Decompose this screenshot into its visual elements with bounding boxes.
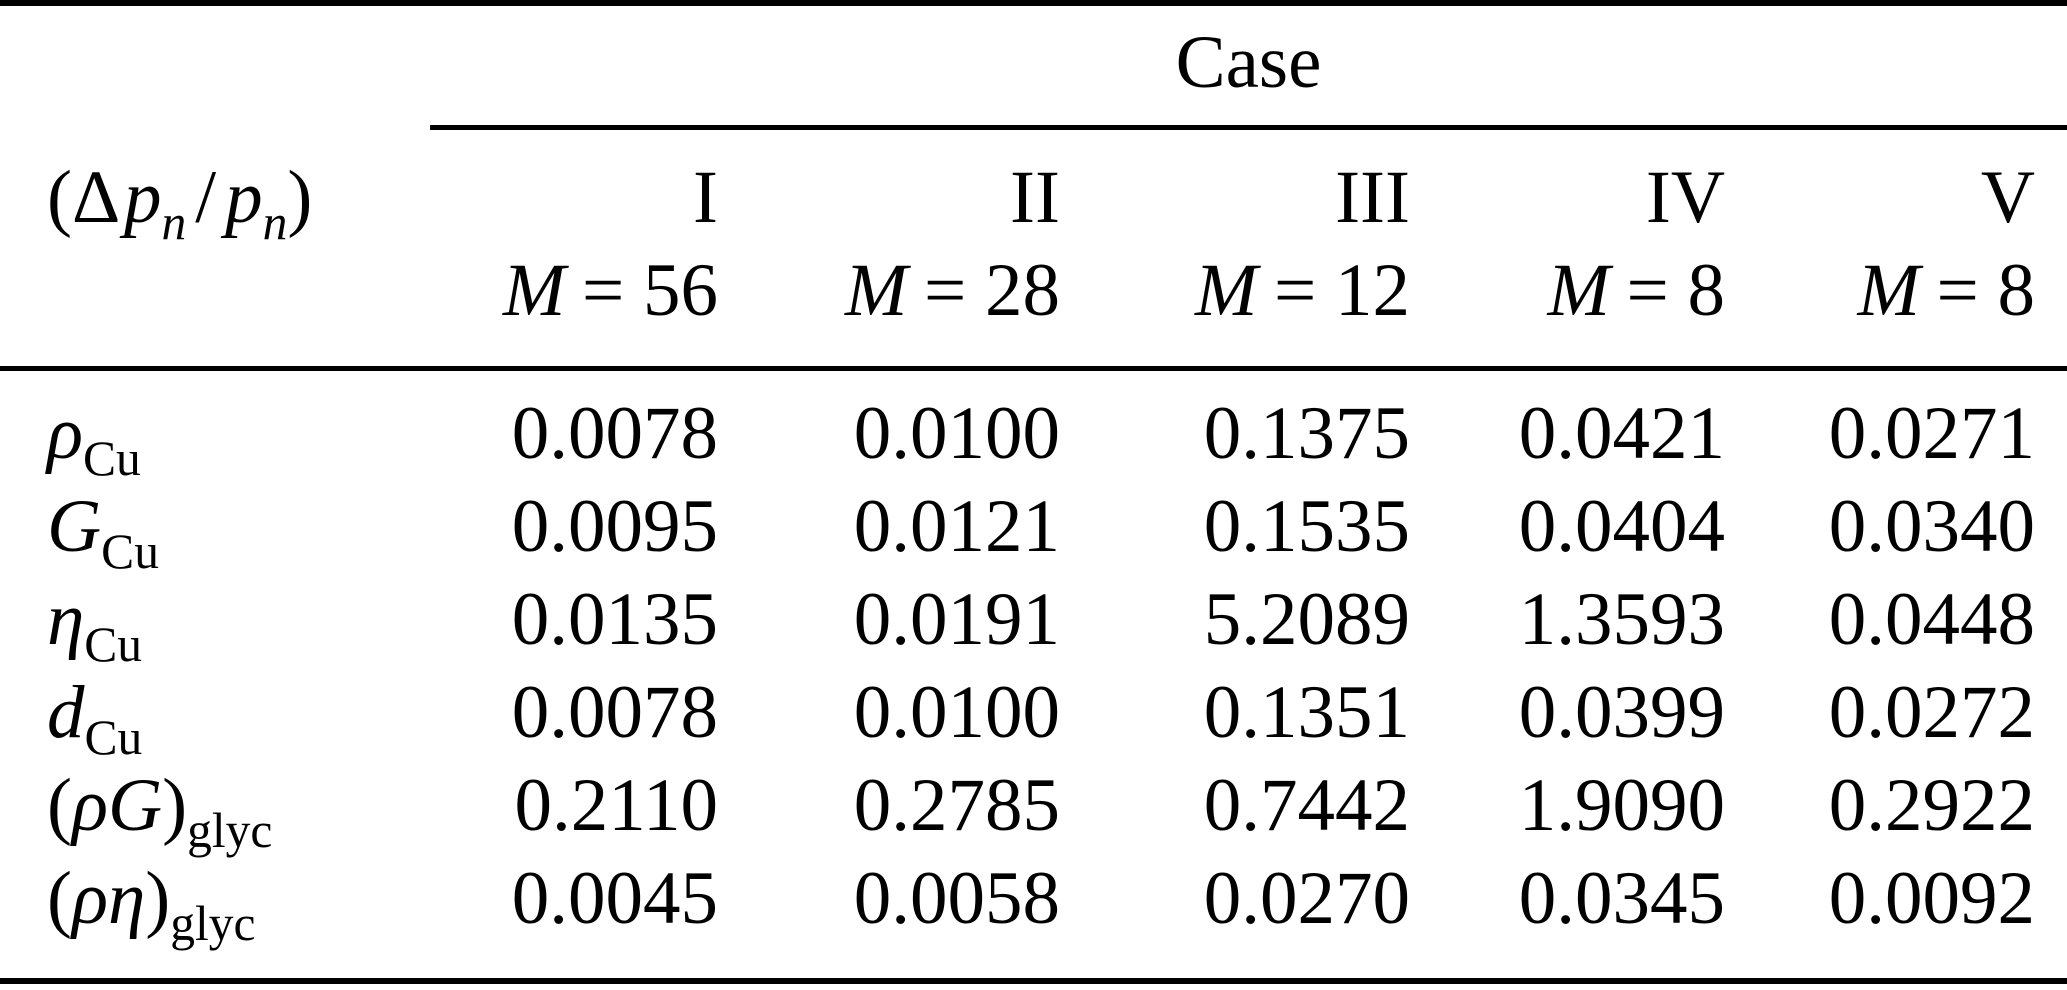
col-header-case-1: I — [693, 156, 718, 239]
col-subheader-m-5: M = 8 — [1725, 244, 2067, 371]
table-row-rho-g-glyc: (ρG)glyc 0.2110 0.2785 0.7442 1.9090 0.2… — [0, 759, 2067, 858]
cell-value: 0.0271 — [1828, 392, 2036, 475]
cell-value: 0.2110 — [514, 764, 718, 847]
col-subheader-m-1: M = 56 — [430, 244, 718, 371]
col-subheader-m-4: M = 8 — [1410, 244, 1725, 371]
row-label: ηCu — [47, 578, 142, 672]
corner-sub1: n — [161, 194, 187, 250]
m-subheader-row: M = 56 M = 28 M = 12 M = 8 M = 8 — [0, 244, 2067, 371]
cell-value: 1.9090 — [1518, 764, 1725, 847]
row-label: (ρη)glyc — [47, 857, 256, 951]
corner-p1: p — [123, 156, 162, 239]
row-label: GCu — [47, 485, 159, 579]
cell-value: 0.2785 — [853, 764, 1060, 847]
cell-value: 0.0340 — [1828, 485, 2036, 568]
cell-value: 0.1375 — [1203, 392, 1410, 475]
case-header-row: Case — [0, 0, 2067, 130]
col-subheader-m-3: M = 12 — [1060, 244, 1410, 371]
col-header-case-5: V — [1980, 156, 2036, 239]
bottom-rule — [0, 978, 2067, 984]
cell-value: 0.0272 — [1828, 671, 2036, 754]
table-row-g-cu: GCu 0.0095 0.0121 0.1535 0.0404 0.0340 — [0, 480, 2067, 579]
cell-value: 0.0100 — [853, 671, 1060, 754]
cell-value: 0.0100 — [853, 392, 1060, 475]
corner-slash: / — [195, 156, 217, 239]
cell-value: 0.0399 — [1518, 671, 1725, 754]
corner-label: (Δpn / pn) — [0, 130, 430, 247]
col-header-case-2: II — [1010, 156, 1060, 239]
case-span-label: Case — [1175, 21, 1322, 104]
corner-open: (Δ — [47, 156, 121, 239]
cell-value: 0.7442 — [1203, 764, 1410, 847]
table-row-rho-cu: ρCu 0.0078 0.0100 0.1375 0.0421 0.0271 — [0, 371, 2067, 486]
table-row-d-cu: dCu 0.0078 0.0100 0.1351 0.0399 0.0272 — [0, 666, 2067, 765]
case-span-header: Case — [430, 0, 2067, 130]
cell-value: 0.0404 — [1518, 485, 1725, 568]
corner-sub2: n — [262, 194, 288, 250]
cell-value: 0.0345 — [1518, 857, 1725, 940]
top-rule — [0, 0, 2067, 6]
cell-value: 0.0135 — [511, 578, 718, 661]
cell-value: 0.0270 — [1203, 857, 1410, 940]
col-subheader-m-2: M = 28 — [718, 244, 1060, 371]
cell-value: 0.0121 — [853, 485, 1060, 568]
cell-value: 0.0045 — [511, 857, 718, 940]
col-header-case-4: IV — [1645, 156, 1725, 239]
row-label: dCu — [47, 671, 143, 765]
corner-p2: p — [225, 156, 263, 239]
cell-value: 0.0092 — [1828, 857, 2036, 940]
cell-value: 0.1535 — [1203, 485, 1410, 568]
case-numeral-row: (Δpn / pn) I II III IV V — [0, 130, 2067, 247]
cell-value: 0.0448 — [1828, 578, 2036, 661]
cell-value: 0.0191 — [853, 578, 1060, 661]
cell-value: 5.2089 — [1203, 578, 1410, 661]
row-label: (ρG)glyc — [47, 764, 273, 858]
col-header-case-3: III — [1335, 156, 1410, 239]
table-row-rho-eta-glyc: (ρη)glyc 0.0045 0.0058 0.0270 0.0345 0.0… — [0, 852, 2067, 951]
cell-value: 0.0058 — [853, 857, 1060, 940]
cell-value: 0.0078 — [511, 671, 718, 754]
cell-value: 0.0078 — [511, 392, 718, 475]
results-table: Case (Δpn / pn) I II III IV V M = 56 M = 28 … — [0, 0, 2067, 951]
cell-value: 0.2922 — [1828, 764, 2036, 847]
corner-close: ) — [287, 156, 313, 239]
cell-value: 1.3593 — [1518, 578, 1725, 661]
cell-value: 0.0421 — [1518, 392, 1725, 475]
row-label: ρCu — [47, 392, 141, 486]
m-row-spacer — [0, 244, 430, 371]
corner-spacer — [0, 0, 430, 130]
cell-value: 0.1351 — [1203, 671, 1410, 754]
table-row-eta-cu: ηCu 0.0135 0.0191 5.2089 1.3593 0.0448 — [0, 573, 2067, 672]
cell-value: 0.0095 — [511, 485, 718, 568]
